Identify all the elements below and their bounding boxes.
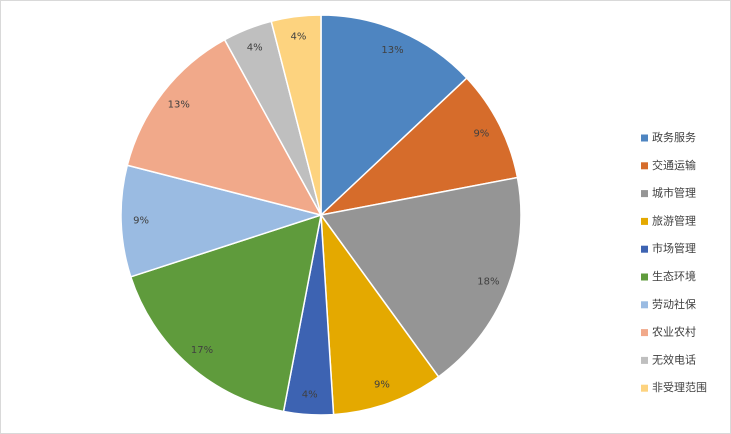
legend-swatch [641, 162, 648, 170]
data-label: 9% [473, 128, 489, 139]
legend-swatch [641, 134, 648, 142]
legend-label: 农业农村 [652, 325, 696, 339]
legend-label: 城市管理 [652, 186, 696, 200]
pie-slice [320, 14, 468, 217]
legend-swatch [641, 273, 648, 281]
data-label: 18% [477, 276, 499, 287]
legend-label: 旅游管理 [652, 213, 696, 227]
data-label: 9% [374, 379, 390, 390]
legend-swatch [641, 217, 648, 225]
data-label: 4% [302, 390, 318, 401]
data-label: 4% [291, 31, 307, 42]
legend-label: 交通运输 [652, 158, 696, 172]
data-label: 9% [133, 216, 149, 227]
legend-swatch [641, 301, 648, 309]
legend-swatch [641, 356, 648, 364]
legend-label: 生态环境 [652, 269, 696, 283]
legend-swatch [641, 384, 648, 392]
legend-label: 劳动社保 [652, 297, 696, 311]
pie-slice [318, 77, 519, 217]
pie-slice [129, 213, 322, 413]
legend-label: 非受理范围 [652, 380, 707, 394]
pie-slice [319, 176, 522, 378]
pie-slice [320, 212, 440, 416]
data-label: 13% [381, 45, 403, 56]
legend-label: 无效电话 [652, 352, 696, 366]
data-label: 17% [191, 345, 213, 356]
pie-slice [126, 38, 323, 217]
legend-label: 政务服务 [652, 130, 696, 144]
legend-label: 市场管理 [652, 241, 696, 255]
legend-swatch [641, 245, 648, 253]
legend-swatch [641, 329, 648, 337]
pie-slice [270, 14, 322, 216]
pie-slice [120, 164, 324, 278]
data-label: 13% [168, 100, 190, 111]
legend-swatch [641, 190, 648, 198]
data-label: 4% [247, 43, 263, 54]
